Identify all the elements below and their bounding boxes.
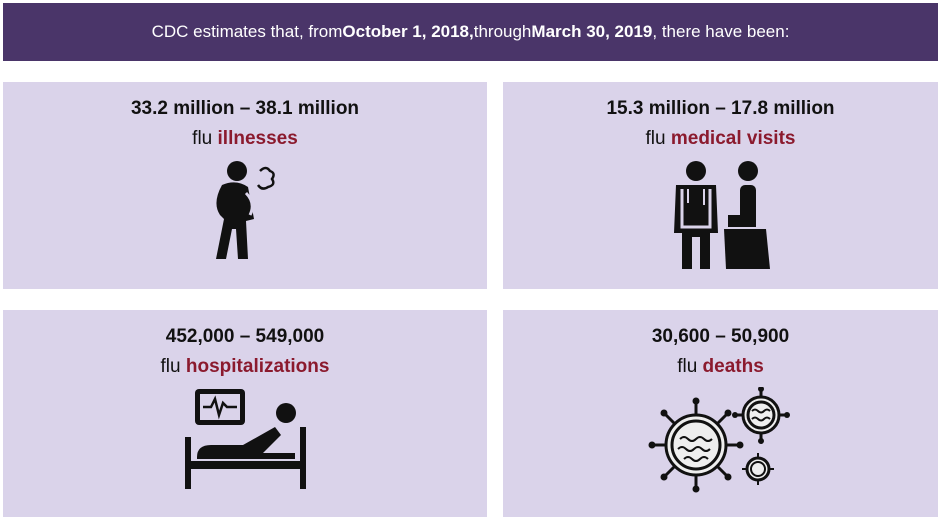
virus-icon — [648, 387, 790, 493]
medical-visits-range: 15.3 million – 17.8 million — [606, 98, 835, 119]
card-hospitalizations: 452,000 – 549,000 flu hospitalizations — [3, 310, 487, 517]
banner-end-date: March 30, 2019 — [531, 22, 653, 41]
card-medical-visits: 15.3 million – 17.8 million flu medical … — [503, 82, 938, 289]
banner-middle: through — [473, 22, 532, 41]
banner-suffix: , there have been: — [652, 22, 790, 41]
deaths-range: 30,600 – 50,900 — [651, 326, 790, 347]
banner-start-date: October 1, 2018, — [342, 22, 474, 41]
illnesses-label: flu illnesses — [192, 128, 298, 149]
medical-visits-label: flu medical visits — [645, 128, 796, 149]
hospital-bed-icon — [184, 389, 306, 489]
illnesses-range: 33.2 million – 38.1 million — [130, 98, 360, 119]
sick-person-icon — [216, 161, 275, 259]
hospitalizations-range: 452,000 – 549,000 — [165, 326, 325, 347]
deaths-label: flu deaths — [677, 356, 764, 377]
header-banner: CDC estimates that, from October 1, 2018… — [3, 3, 938, 61]
hospitalizations-label: flu hospitalizations — [160, 356, 330, 377]
card-deaths: 30,600 – 50,900 flu deaths — [503, 310, 938, 517]
card-illnesses: 33.2 million – 38.1 million flu illnesse… — [3, 82, 487, 289]
doctor-patient-icon — [673, 161, 770, 269]
banner-prefix: CDC estimates that, from — [151, 22, 343, 41]
